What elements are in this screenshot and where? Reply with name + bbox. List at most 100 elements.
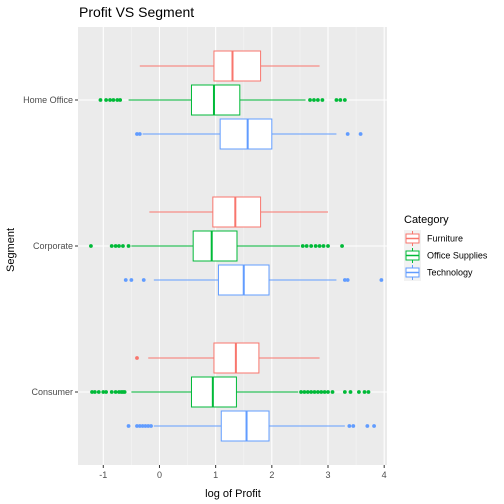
chart-title: Profit VS Segment [79, 4, 194, 20]
x-axis-title: log of Profit [205, 488, 261, 500]
outlier-point [357, 390, 361, 394]
outlier-point [141, 278, 146, 282]
legend-entry-office-supplies: Office Supplies [404, 247, 488, 264]
outlier-point [89, 244, 93, 248]
box-technology-corporate [123, 264, 384, 296]
outlier-point [317, 244, 322, 248]
outlier-point [129, 278, 134, 282]
legend-title: Category [404, 214, 449, 226]
outlier-point [372, 424, 376, 428]
outlier-point [358, 132, 363, 136]
outlier-point [118, 98, 123, 102]
legend-label: Technology [427, 268, 473, 278]
plot-marks [89, 50, 384, 442]
x-axis: -1 0 1 2 3 4 [99, 465, 387, 480]
outlier-point [305, 390, 310, 394]
box-iqr [190, 84, 241, 116]
outlier-point [117, 244, 121, 248]
box-office-supplies-home-office [98, 84, 347, 116]
outlier-point [122, 390, 127, 394]
box-iqr [212, 196, 262, 228]
outlier-point [109, 244, 114, 248]
outlier-point [113, 244, 118, 248]
outlier-point [342, 278, 347, 282]
outlier-point [126, 244, 131, 248]
outlier-point [108, 98, 112, 102]
outlier-point [149, 424, 153, 428]
outlier-point [326, 244, 330, 248]
outlier-point [312, 390, 317, 394]
outlier-point [137, 132, 142, 136]
outlier-point [143, 424, 148, 428]
outlier-point [326, 390, 330, 394]
outlier-point [379, 278, 384, 282]
box-furniture-corporate [149, 196, 329, 228]
outlier-point [135, 356, 139, 360]
box-technology-home-office [135, 118, 363, 150]
x-tick-label: -1 [99, 470, 107, 480]
outlier-point [348, 390, 353, 394]
outlier-point [321, 244, 326, 248]
outlier-point [315, 390, 320, 394]
outlier-point [135, 424, 139, 428]
outlier-point [302, 390, 307, 394]
box-iqr [213, 50, 262, 82]
box-iqr [190, 376, 237, 408]
outlier-point [123, 278, 128, 282]
outlier-point [342, 98, 347, 102]
outlier-point [111, 98, 116, 102]
box-furniture-consumer [135, 342, 320, 374]
x-tick-label: 0 [157, 470, 162, 480]
y-axis-title: Segment [5, 228, 17, 272]
outlier-point [98, 98, 103, 102]
outlier-point [308, 98, 312, 102]
box-iqr [192, 230, 238, 262]
outlier-point [96, 390, 101, 394]
outlier-point [345, 278, 350, 282]
box-furniture-home-office [139, 50, 320, 82]
outlier-point [146, 424, 151, 428]
outlier-point [92, 390, 97, 394]
outlier-point [140, 424, 145, 428]
outlier-point [322, 390, 327, 394]
outlier-point [320, 98, 325, 102]
outlier-point [104, 390, 108, 394]
outlier-point [299, 390, 303, 394]
y-tick-label: Consumer [31, 387, 73, 397]
legend-label: Office Supplies [427, 251, 488, 261]
outlier-point [313, 244, 318, 248]
outlier-point [304, 244, 309, 248]
outlier-point [338, 98, 343, 102]
x-tick-label: 4 [382, 470, 387, 480]
outlier-point [137, 424, 142, 428]
y-tick-label: Home Office [23, 95, 73, 105]
box-office-supplies-corporate [89, 230, 344, 262]
outlier-point [309, 390, 314, 394]
x-tick-label: 3 [326, 470, 331, 480]
outlier-point [126, 424, 131, 428]
outlier-point [342, 390, 347, 394]
outlier-point [309, 244, 314, 248]
legend-entry-technology: Technology [404, 264, 473, 281]
outlier-point [300, 244, 305, 248]
outlier-point [101, 390, 106, 394]
box-technology-consumer [126, 410, 376, 442]
outlier-point [340, 244, 344, 248]
outlier-point [365, 424, 370, 428]
outlier-point [315, 98, 320, 102]
outlier-point [115, 98, 120, 102]
outlier-point [330, 390, 335, 394]
outlier-point [351, 424, 356, 428]
outlier-point [104, 98, 108, 102]
box-iqr [220, 410, 270, 442]
outlier-point [334, 98, 339, 102]
legend: Category Furniture Office Supplies Technol… [404, 214, 488, 281]
box-office-supplies-consumer [90, 376, 371, 408]
x-tick-label: 1 [213, 470, 218, 480]
outlier-point [113, 390, 118, 394]
outlier-point [109, 390, 114, 394]
outlier-point [90, 390, 94, 394]
box-iqr [219, 118, 273, 150]
y-axis: Consumer Corporate Home Office [23, 95, 78, 397]
